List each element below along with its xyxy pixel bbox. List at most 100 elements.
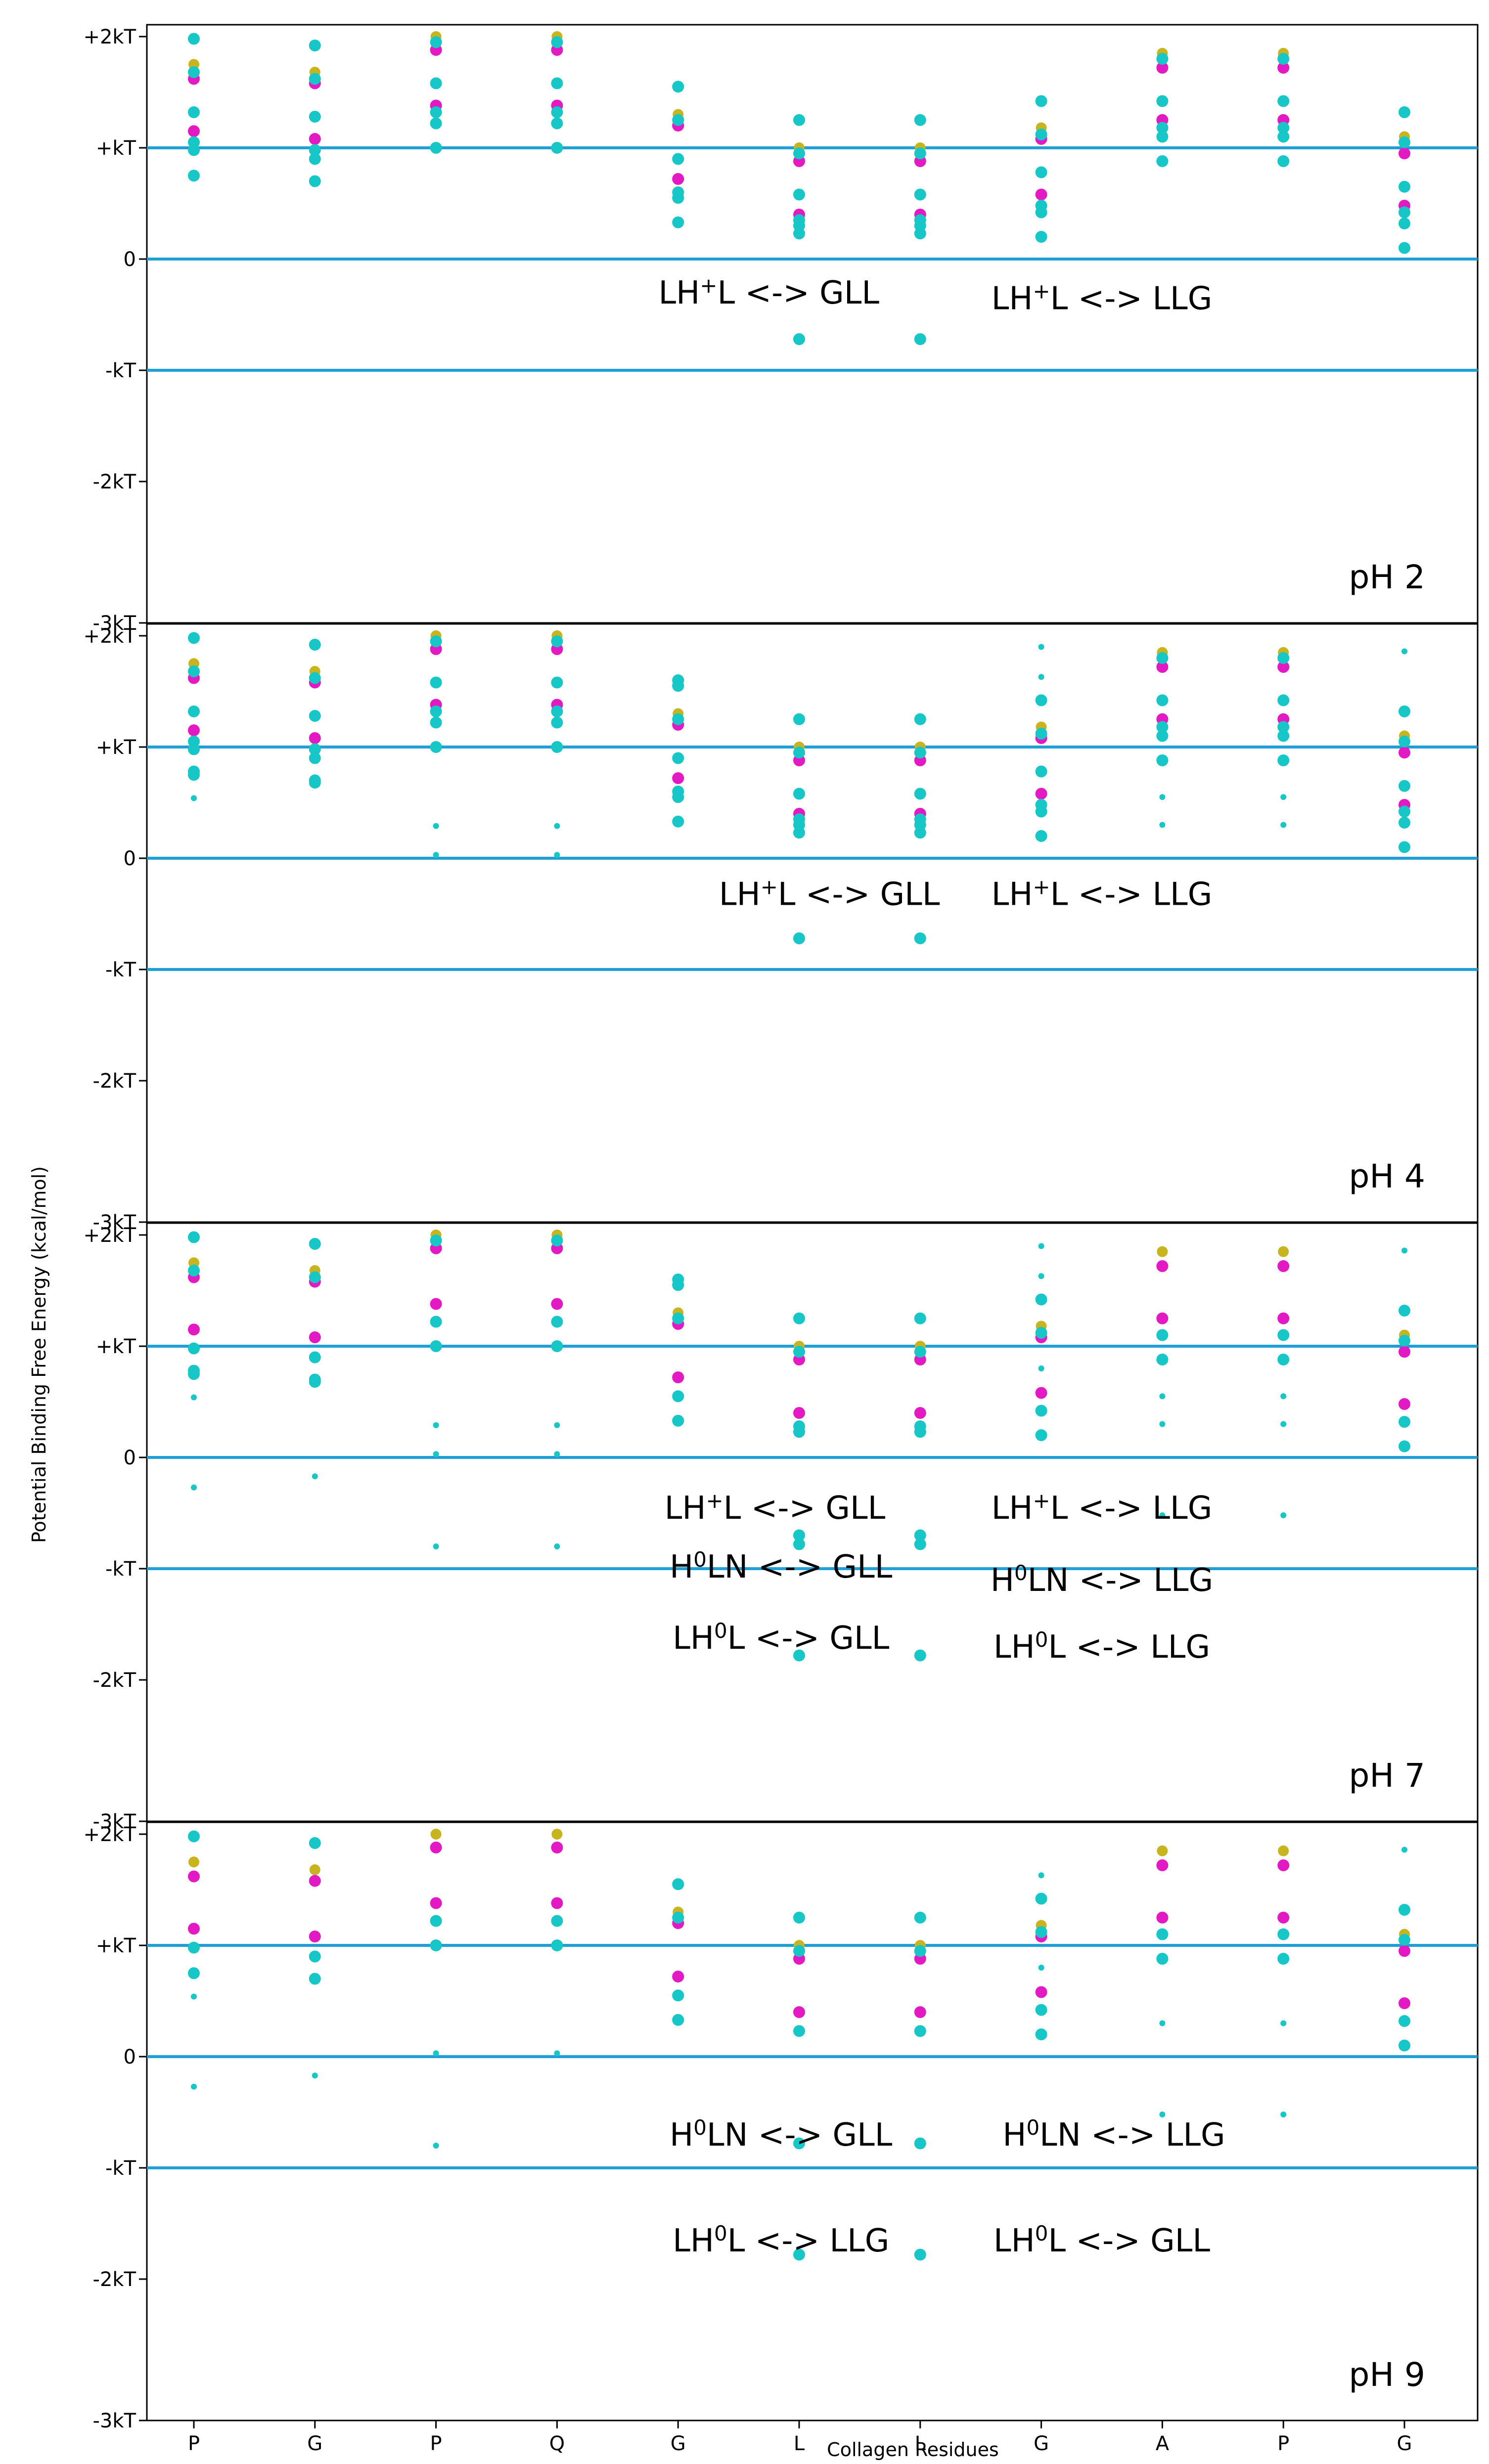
point-magenta <box>430 1897 442 1909</box>
annotation: LH0L <-> LLG <box>993 1628 1210 1666</box>
point-cyan-small <box>433 2143 439 2149</box>
point-cyan <box>551 1939 563 1951</box>
point-cyan <box>1156 694 1169 706</box>
point-cyan <box>914 188 926 201</box>
point-cyan <box>1156 131 1169 143</box>
point-cyan <box>1035 1429 1047 1441</box>
point-cyan <box>430 1340 442 1352</box>
point-cyan <box>914 1346 926 1358</box>
point-cyan <box>551 1316 563 1328</box>
point-cyan <box>1277 1329 1290 1341</box>
y-tick-label: +2kT <box>83 26 136 48</box>
y-tick-label: +2kT <box>83 625 136 648</box>
point-magenta <box>309 1931 321 1942</box>
annotation: LH+L <-> GLL <box>665 1489 886 1527</box>
point-cyan <box>914 2248 926 2261</box>
panels: +2kT +kT 0 -kT -2kT -3kT LH+L <-> GLL LH+L <-> … <box>83 24 1479 2455</box>
point-cyan-small <box>433 1451 439 1457</box>
point-cyan <box>914 1649 926 1662</box>
point-cyan-small <box>1038 1872 1044 1879</box>
y-axis-title: Potential Binding Free Energy (kcal/mol) <box>28 1166 50 1543</box>
point-cyan <box>1035 1405 1047 1417</box>
annotation: LH+L <-> LLG <box>992 875 1213 913</box>
point-magenta <box>1156 1312 1169 1324</box>
point-magenta <box>1035 188 1047 201</box>
point-cyan <box>188 1830 200 1843</box>
point-cyan <box>1399 1334 1410 1347</box>
point-cyan <box>430 1939 442 1951</box>
point-cyan <box>1156 730 1169 742</box>
point-cyan <box>914 747 926 759</box>
annotation: LH0L <-> GLL <box>993 2221 1210 2259</box>
point-cyan <box>551 716 563 729</box>
point-cyan <box>309 40 321 51</box>
x-tick-label: A <box>1156 2432 1170 2455</box>
point-cyan <box>914 1529 926 1541</box>
point-magenta <box>551 1897 563 1909</box>
point-cyan-small <box>554 1451 560 1457</box>
point-magenta <box>551 1298 563 1310</box>
point-cyan <box>672 1414 684 1427</box>
point-magenta <box>1277 1260 1290 1272</box>
point-cyan <box>914 788 926 800</box>
point-magenta <box>1399 1346 1410 1358</box>
panel-label: pH 7 <box>1349 1757 1426 1795</box>
point-cyan <box>793 227 805 240</box>
point-cyan-small <box>433 2050 439 2057</box>
point-cyan <box>914 1911 926 1924</box>
point-cyan <box>188 1941 200 1954</box>
point-cyan <box>1399 2039 1410 2052</box>
point-cyan <box>1399 841 1410 853</box>
point-cyan <box>430 117 442 130</box>
panel-frame <box>146 1222 1479 1822</box>
point-magenta <box>1399 747 1410 759</box>
point-magenta <box>188 724 200 737</box>
point-cyan <box>430 716 442 729</box>
point-gold <box>309 1864 320 1875</box>
y-tick-label: -kT <box>105 2157 136 2180</box>
point-cyan <box>309 144 321 156</box>
annotation: H0LN <-> GLL <box>670 1547 893 1585</box>
point-cyan <box>793 2025 805 2037</box>
point-cyan-small <box>1280 794 1287 800</box>
point-cyan <box>672 791 684 803</box>
point-magenta <box>430 1842 442 1853</box>
point-cyan <box>1035 728 1047 740</box>
point-cyan-small <box>433 823 439 829</box>
annotation: LH+L <-> LLG <box>992 279 1213 317</box>
point-cyan <box>309 1950 321 1963</box>
point-cyan <box>914 932 926 944</box>
annotation: H0LN <-> GLL <box>670 2115 893 2154</box>
point-cyan <box>188 170 200 182</box>
point-cyan <box>551 77 563 89</box>
point-gold <box>1278 1246 1289 1257</box>
point-cyan <box>1156 1928 1169 1940</box>
point-cyan <box>672 1312 684 1324</box>
point-cyan <box>672 2014 684 2026</box>
point-cyan <box>793 1911 805 1924</box>
point-magenta <box>1399 147 1410 160</box>
point-cyan <box>551 635 563 648</box>
point-cyan <box>1156 754 1169 766</box>
point-cyan <box>1399 805 1410 818</box>
point-cyan <box>1035 206 1047 219</box>
point-cyan-small <box>1159 2112 1166 2117</box>
annotation: LH0L <-> LLG <box>673 2221 889 2259</box>
point-cyan <box>1399 218 1410 229</box>
x-tick-label: Q <box>549 2432 565 2455</box>
point-magenta <box>1035 788 1047 800</box>
point-cyan <box>672 216 684 228</box>
point-cyan <box>551 1234 563 1247</box>
point-cyan <box>793 1538 805 1550</box>
point-cyan <box>551 142 563 154</box>
point-cyan <box>793 188 805 201</box>
point-cyan <box>1277 155 1290 167</box>
point-cyan <box>1277 131 1290 143</box>
y-tick-label: -kT <box>105 359 136 382</box>
annotation: LH+L <-> LLG <box>992 1489 1213 1527</box>
point-cyan-small <box>191 1394 197 1401</box>
point-cyan <box>188 1231 200 1243</box>
point-cyan <box>551 117 563 130</box>
point-cyan <box>188 66 200 78</box>
